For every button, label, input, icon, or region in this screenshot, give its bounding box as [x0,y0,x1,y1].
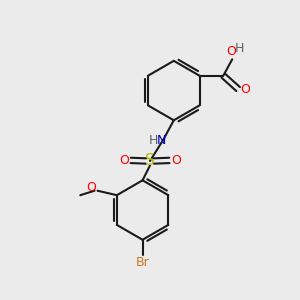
Text: O: O [86,181,96,194]
Text: O: O [240,83,250,96]
Text: S: S [145,154,155,169]
Text: O: O [226,44,236,58]
Text: Br: Br [136,256,149,269]
Text: N: N [157,134,167,147]
Text: H: H [235,42,244,55]
Text: O: O [171,154,181,167]
Text: H: H [148,134,158,147]
Text: O: O [119,154,129,167]
